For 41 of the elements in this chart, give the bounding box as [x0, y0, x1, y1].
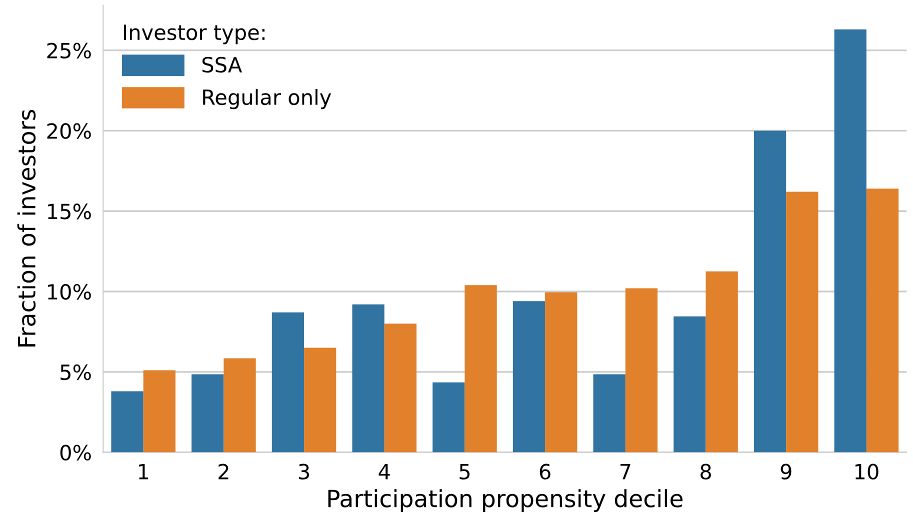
bar: [593, 374, 626, 452]
bar: [512, 301, 546, 452]
x-tick-label: 10: [855, 464, 878, 480]
bar: [706, 271, 738, 452]
x-tick-label: 6: [540, 464, 550, 480]
bar: [834, 29, 866, 452]
bar: [674, 316, 706, 452]
bar: [272, 312, 304, 452]
x-tick-label: 5: [460, 464, 470, 480]
bar: [464, 285, 497, 452]
bar: [352, 304, 384, 452]
x-tick-label: 1: [139, 464, 148, 480]
y-tick-label: 20%: [47, 123, 91, 139]
bar: [192, 374, 224, 452]
bar: [384, 324, 417, 452]
x-tick-label: 7: [620, 464, 630, 480]
legend-label: SSA: [202, 56, 242, 73]
y-tick-label: 0%: [60, 444, 91, 461]
bar: [224, 358, 256, 452]
x-tick-label: 2: [218, 464, 228, 480]
y-tick-label: 15%: [48, 204, 91, 220]
y-axis-title: Fraction of investors: [17, 110, 36, 347]
x-tick-label: 8: [700, 464, 711, 480]
bar: [754, 130, 786, 452]
legend-title: Investor type:: [124, 24, 264, 44]
x-tick-label: 3: [298, 464, 309, 480]
bar: [786, 192, 818, 452]
bar: [304, 348, 336, 452]
bar: [625, 288, 658, 452]
bar: [143, 370, 176, 452]
x-axis-title: Participation propensity decile: [328, 489, 682, 512]
bar: [866, 188, 899, 452]
y-tick-label: 5%: [60, 364, 91, 380]
legend-label: Regular only: [203, 88, 332, 110]
bar: [432, 382, 465, 452]
bar: [545, 292, 578, 452]
x-tick-label: 4: [378, 464, 390, 480]
y-tick-label: 25%: [47, 42, 91, 59]
bar: [111, 391, 144, 452]
x-tick-label: 9: [780, 464, 792, 480]
y-tick-label: 10%: [48, 284, 91, 300]
